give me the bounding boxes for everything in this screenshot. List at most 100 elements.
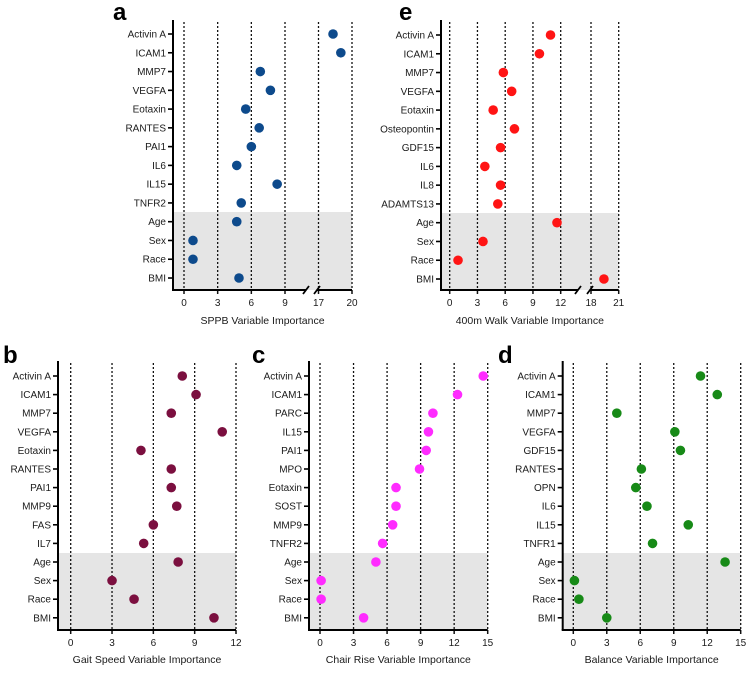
panel-b: 0 3 6 9 12 Activin A ICAM1 MMP7 VEGFA Eotaxin RANT… <box>3 342 242 666</box>
data-point <box>712 389 723 400</box>
y-tick-label: BMI <box>33 613 51 624</box>
y-tick-label: RANTES <box>10 465 51 476</box>
covariate-shaded-region <box>562 553 741 630</box>
data-point <box>552 217 562 228</box>
y-tick-label: BMI <box>538 613 556 624</box>
data-point <box>601 613 612 623</box>
y-tick-label: Eotaxin <box>401 106 434 117</box>
data-point <box>138 538 149 549</box>
data-point <box>136 445 146 456</box>
data-point <box>506 86 517 97</box>
x-tick-label: 12 <box>230 638 242 649</box>
data-point <box>129 594 139 604</box>
data-point <box>391 482 401 493</box>
data-point <box>478 371 489 381</box>
data-point <box>421 445 432 456</box>
panel-letter: c <box>252 342 265 369</box>
x-tick-label: 12 <box>702 638 714 649</box>
data-point <box>498 67 509 78</box>
x-tick-label: 17 <box>313 298 325 309</box>
y-tick-label: Eotaxin <box>269 483 302 494</box>
data-point <box>231 160 242 171</box>
data-point <box>188 235 198 246</box>
x-axis-label: Gait Speed Variable Importance <box>73 654 222 666</box>
data-point <box>255 66 266 77</box>
data-point <box>246 141 257 152</box>
y-tick-label: Sex <box>34 576 51 587</box>
data-point <box>414 464 425 474</box>
panel-d: 0 3 6 9 12 15 Activin A ICAM1 MMP7 VEGFA GDF15 RANT… <box>498 342 746 666</box>
x-tick-label: 3 <box>351 638 357 649</box>
data-point <box>720 557 730 567</box>
panel-c: 0 3 6 9 12 15 Activin A ICAM1 PARC IL15 PAI1 MPO Eot… <box>252 342 494 666</box>
x-axis-label: Chair Rise Variable Importance <box>326 654 471 666</box>
data-point <box>599 274 609 284</box>
panel-letter: a <box>113 0 127 26</box>
y-tick-label: MMP7 <box>22 409 51 420</box>
y-tick-label: Race <box>143 255 167 266</box>
data-point <box>545 30 556 40</box>
x-tick-label: 0 <box>571 638 577 649</box>
y-tick-label: FAS <box>32 520 51 531</box>
y-tick-label: VEGFA <box>133 86 167 97</box>
data-point <box>612 408 622 419</box>
data-point <box>495 180 506 190</box>
data-point <box>316 594 326 604</box>
data-point <box>478 236 488 247</box>
x-tick-label: 20 <box>346 298 358 309</box>
y-tick-label: MMP9 <box>22 502 51 513</box>
y-tick-label: ICAM1 <box>525 390 556 401</box>
data-point <box>569 575 580 586</box>
y-tick-label: IL15 <box>283 427 303 438</box>
y-tick-label: Age <box>538 558 556 569</box>
x-axis-label: SPPB Variable Importance <box>200 315 324 327</box>
x-tick-label: 12 <box>449 638 461 649</box>
y-tick-label: Race <box>279 595 303 606</box>
y-tick-label: BMI <box>284 613 302 624</box>
data-point <box>209 613 219 623</box>
data-point <box>234 273 244 283</box>
panel-letter: b <box>3 342 18 369</box>
y-tick-label: Sex <box>538 576 555 587</box>
axis-break-mark <box>302 285 310 295</box>
data-point <box>675 445 686 456</box>
x-tick-label: 0 <box>447 298 453 309</box>
x-tick-label: 9 <box>530 298 536 309</box>
covariate-shaded-region <box>58 553 236 630</box>
x-tick-label: 6 <box>637 638 643 649</box>
panel-letter: e <box>399 0 412 26</box>
data-point <box>254 123 264 133</box>
data-point <box>316 575 326 586</box>
x-tick-label: 9 <box>192 638 198 649</box>
x-axis-label: 400m Walk Variable Importance <box>456 315 604 327</box>
data-point <box>217 427 228 437</box>
x-tick-label: 3 <box>475 298 481 309</box>
data-point <box>695 371 706 381</box>
y-tick-label: IL6 <box>420 162 434 173</box>
y-tick-label: Sex <box>149 236 166 247</box>
y-tick-label: IL8 <box>420 181 434 192</box>
data-point <box>371 557 381 567</box>
y-tick-label: Eotaxin <box>133 105 166 116</box>
covariate-shaded-region <box>441 213 619 290</box>
data-point <box>452 389 463 400</box>
x-tick-label: 18 <box>585 298 597 309</box>
x-tick-label: 6 <box>151 638 157 649</box>
data-point <box>423 427 434 437</box>
data-point <box>328 29 338 39</box>
data-point <box>647 538 658 549</box>
y-tick-label: RANTES <box>125 123 166 134</box>
y-tick-label: ICAM1 <box>271 390 302 401</box>
data-point <box>453 255 463 266</box>
x-tick-label: 6 <box>384 638 390 649</box>
x-tick-label: 3 <box>109 638 115 649</box>
y-tick-label: GDF15 <box>523 446 556 457</box>
data-point <box>265 85 276 96</box>
x-tick-label: 3 <box>604 638 610 649</box>
data-point <box>231 216 242 227</box>
data-point <box>177 371 188 381</box>
data-point <box>173 557 183 567</box>
data-point <box>166 408 177 419</box>
x-axis-label: Balance Variable Importance <box>585 654 719 666</box>
